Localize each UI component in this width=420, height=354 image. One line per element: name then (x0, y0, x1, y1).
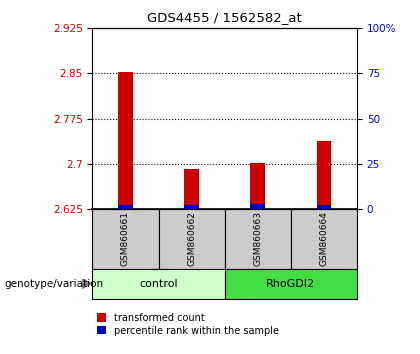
Text: GSM860662: GSM860662 (187, 211, 196, 267)
Polygon shape (82, 279, 91, 289)
Bar (118, 72, 133, 209)
Bar (184, 205, 199, 209)
Bar (291, 209, 357, 269)
Bar (159, 209, 225, 269)
Text: control: control (139, 279, 178, 289)
Text: RhoGDI2: RhoGDI2 (266, 279, 315, 289)
Text: genotype/variation: genotype/variation (4, 279, 103, 289)
Text: GSM860663: GSM860663 (253, 211, 262, 267)
Bar (118, 205, 133, 209)
Bar (225, 209, 291, 269)
Bar (250, 204, 265, 209)
Bar (225, 269, 357, 299)
Bar (317, 205, 331, 209)
Bar (250, 162, 265, 209)
Legend: transformed count, percentile rank within the sample: transformed count, percentile rank withi… (97, 313, 279, 336)
Bar (92, 209, 159, 269)
Text: GSM860664: GSM860664 (320, 211, 328, 267)
Bar (184, 169, 199, 209)
Text: GSM860661: GSM860661 (121, 211, 130, 267)
Title: GDS4455 / 1562582_at: GDS4455 / 1562582_at (147, 11, 302, 24)
Bar (317, 141, 331, 209)
Bar (92, 269, 225, 299)
